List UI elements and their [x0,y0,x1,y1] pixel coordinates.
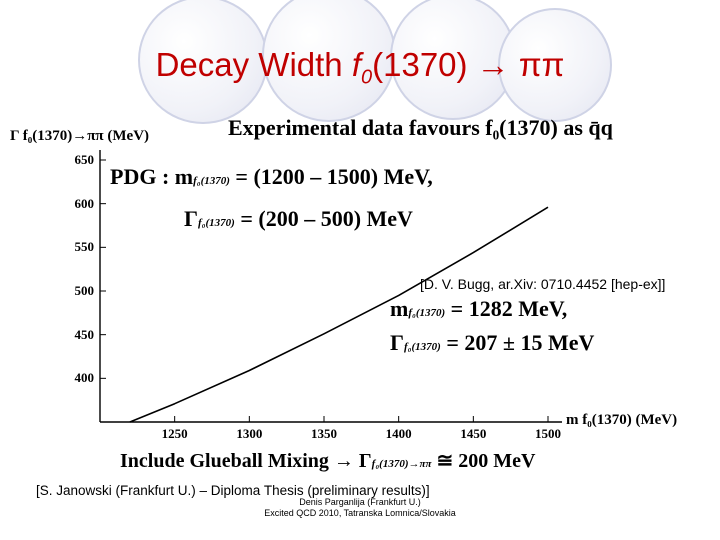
y-tick-label: 400 [74,370,95,386]
bugg-width: Γf₀(1370) = 207 ± 15 MeV [390,330,594,356]
pdg-width: Γf₀(1370) = (200 – 500) MeV [184,206,413,232]
y-axis-label: Γ f₀(1370)→ππ (MeV) [10,128,150,144]
decorative-circle-2 [262,0,396,122]
pdg-mass-sub: f₀(1370) [193,175,230,187]
glueball-mixing-note: Include Glueball Mixing → Γf₀(1370)→ππ ≅… [120,448,535,473]
bugg-mass-rhs: = 1282 MeV, [450,296,568,321]
glueball-lhs: Include Glueball Mixing → Γ [120,450,372,472]
x-tick-label: 1300 [236,426,263,441]
decorative-circle-4 [498,8,612,122]
axis-ticks [100,159,549,422]
footer-thesis-credit: [S. Janowski (Frankfurt U.) – Diploma Th… [36,483,430,498]
y-tick-label: 500 [74,283,95,298]
title-f: f [351,46,361,83]
pdg-mass: PDG : mf₀(1370) = (1200 – 1500) MeV, [110,164,433,190]
decay-width-curve [129,206,549,423]
x-tick-label: 1350 [311,426,337,441]
bugg-width-sub: f₀(1370) [404,341,441,353]
x-tick-label: 1400 [385,426,412,441]
x-tick-label: 1500 [535,426,561,441]
pdg-mass-rhs: = (1200 – 1500) MeV, [235,164,433,189]
x-tick-label: 1450 [460,426,487,441]
title-subscript: 0 [361,66,373,89]
y-tick-label: 650 [74,152,95,167]
footer-author: Denis Parganlija (Frankfurt U.) [299,497,421,507]
y-tick-label: 600 [74,195,95,211]
glueball-sub: f₀(1370)→ππ [371,458,432,470]
experimental-note: Experimental data favours f₀(1370) as q̄… [228,115,613,140]
title-prefix: Decay Width [155,46,352,83]
pdg-width-sub: f₀(1370) [198,217,235,229]
pdg-width-lhs: Γ [184,206,198,231]
bugg-width-rhs: = 207 ± 15 MeV [446,330,595,355]
y-tick-label: 550 [74,239,95,255]
x-tick-label: 1250 [161,426,188,441]
pdg-width-rhs: = (200 – 500) MeV [240,206,413,231]
bugg-width-lhs: Γ [390,330,404,355]
slide-title: Decay Width f0(1370) → ππ [0,46,720,90]
bugg-mass-lhs: m [390,296,409,321]
title-rest: (1370) → ππ [372,46,565,83]
glueball-rhs: ≅ 200 MeV [431,450,536,472]
pdg-mass-lhs: PDG : m [110,164,194,189]
y-tick-label: 450 [74,326,95,342]
bugg-mass: mf₀(1370) = 1282 MeV, [390,296,567,322]
bugg-reference: [D. V. Bugg, ar.Xiv: 0710.4452 [hep-ex]] [420,276,666,292]
footer-conference: Excited QCD 2010, Tatranska Lomnica/Slov… [264,508,456,518]
plot-curves [129,206,549,423]
bugg-mass-sub: f₀(1370) [408,307,446,319]
x-axis-label: m f₀(1370) (MeV) [566,412,678,428]
